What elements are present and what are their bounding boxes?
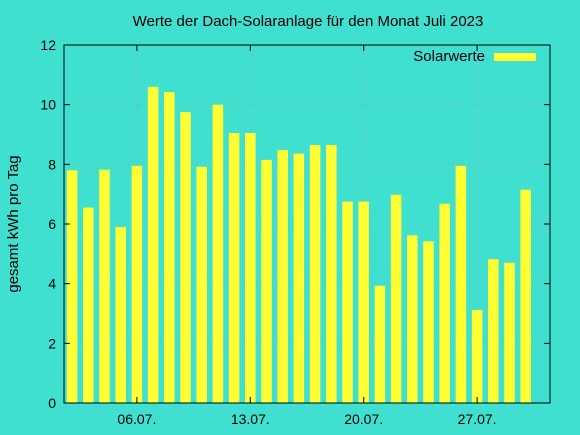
grid-lines [64,45,550,403]
y-tick-label: 0 [48,395,56,411]
bar-day-30 [520,189,531,403]
bar-day-7 [147,86,159,403]
bar-day-19 [342,201,353,403]
bar-day-10 [196,166,207,403]
bar-day-23 [407,235,418,403]
legend-label: Solarwerte [413,48,485,65]
bar-day-6 [131,165,143,403]
bar-day-8 [164,92,175,403]
bar-day-2 [66,170,78,403]
bar-day-20 [358,201,369,403]
bar-day-29 [504,262,515,403]
y-tick-label: 10 [40,97,56,113]
y-tick-label: 2 [48,335,56,351]
bar-day-5 [115,226,126,403]
x-tick-label: 06.07. [117,411,156,427]
bar-day-15 [277,150,288,403]
chart-title: Werte der Dach-Solaranlage für den Monat… [133,13,484,30]
bar-day-22 [390,194,402,403]
x-tick-label: 20.07. [344,411,383,427]
axis-ticks: 0 2 4 6 8 10 12 06.07. 13.07. 20.07. 27.07. [40,37,550,427]
x-tick-label: 13.07. [231,411,270,427]
y-tick-label: 8 [48,156,56,172]
legend-swatch [494,53,536,61]
bar-series [66,86,531,403]
bar-day-21 [374,285,386,403]
bar-day-17 [309,144,321,403]
bar-day-13 [245,133,256,403]
bar-day-16 [293,153,305,403]
legend: Solarwerte [413,48,536,65]
y-axis-label: gesamt kWh pro Tag [5,155,22,292]
bar-day-26 [455,165,467,403]
y-tick-label: 6 [48,216,56,232]
bar-day-18 [326,144,337,403]
bar-day-24 [423,241,434,403]
bar-day-14 [261,159,272,403]
bar-day-4 [99,169,110,403]
bar-day-12 [228,133,240,403]
y-tick-label: 4 [48,276,56,292]
bar-day-3 [83,207,94,403]
y-tick-label: 12 [40,37,56,53]
bar-day-27 [471,309,483,403]
x-tick-label: 27.07. [458,411,497,427]
bar-day-9 [180,112,191,403]
bar-day-28 [488,259,499,403]
bar-day-25 [439,203,450,403]
bar-day-11 [212,104,224,403]
